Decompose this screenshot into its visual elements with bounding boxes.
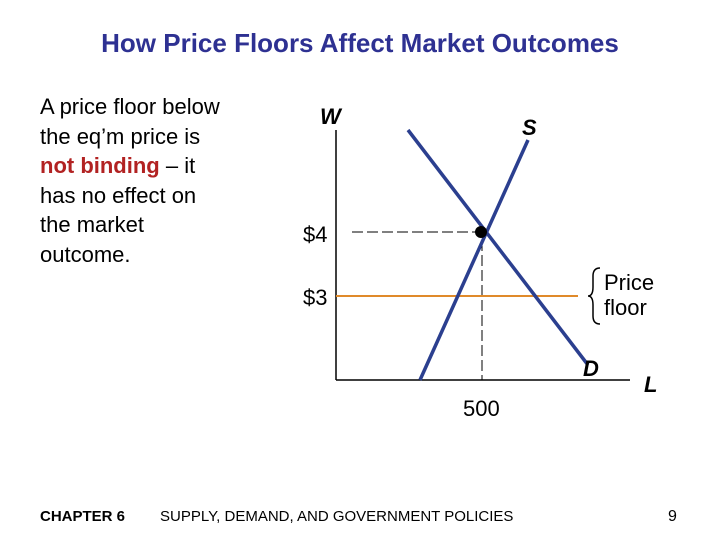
page-title: How Price Floors Affect Market Outcomes (101, 28, 619, 58)
supply-label: S (522, 115, 537, 140)
floor-price-label: $3 (303, 285, 328, 310)
eq-price-label: $4 (303, 222, 328, 247)
chapter-subtitle: SUPPLY, DEMAND, AND GOVERNMENT POLICIES (160, 508, 514, 525)
price-floor-annotation: Price floor (604, 270, 655, 320)
not-binding-emphasis: not binding (40, 153, 160, 178)
explanation-part-1: A price floor below the eq’m price is (40, 94, 220, 149)
explanation-part-2: – it has no effect on the market outcome… (40, 153, 197, 267)
equilibrium-point (475, 226, 487, 238)
demand-label: D (583, 356, 599, 381)
page-number: 9 (668, 508, 677, 525)
price-floor-brace (587, 267, 601, 325)
chapter-label: CHAPTER 6 (40, 508, 126, 525)
explanation-text: A price floor below the eq’m price is no… (40, 92, 230, 269)
x-axis-label: L (644, 372, 658, 397)
quantity-label: 500 (463, 396, 500, 421)
y-axis-label: W (320, 104, 341, 129)
demand-curve (406, 128, 590, 367)
supply-curve (418, 139, 530, 381)
